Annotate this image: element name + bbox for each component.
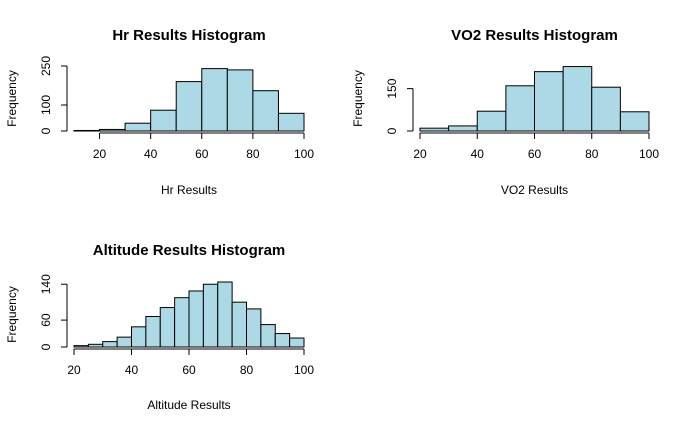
histogram-bar [87, 343, 104, 348]
histogram-bar [102, 341, 118, 348]
histogram-bar [619, 111, 650, 132]
histogram-bar [252, 90, 279, 132]
y-tick-label: 0 [385, 127, 399, 134]
histogram-bar [145, 316, 161, 348]
y-tick-label: 0 [39, 343, 53, 350]
x-tick-label: 40 [144, 147, 158, 161]
histogram-bar [246, 308, 262, 348]
x-tick-label: 80 [246, 147, 260, 161]
x-tick-label: 40 [125, 363, 139, 377]
x-tick-label: 100 [639, 147, 659, 161]
histogram-bar [159, 307, 176, 348]
histogram-bar [73, 345, 89, 348]
histogram-bar [562, 66, 593, 132]
x-tick-label: 20 [93, 147, 107, 161]
x-axis-label: Altitude Results [147, 398, 230, 412]
x-tick-label: 80 [585, 147, 599, 161]
histogram-bar [150, 109, 177, 132]
x-tick-label: 80 [240, 363, 254, 377]
x-tick-label: 60 [528, 147, 542, 161]
y-axis-label: Frequency [351, 70, 365, 127]
histogram-panel-1: Hr Results Histogram 20 40 60 80 100 0 100 250 Hr… [5, 27, 314, 197]
histogram-bar [289, 337, 305, 348]
histogram-bar [116, 336, 132, 348]
y-tick-label: 0 [39, 127, 53, 134]
histogram-bar [131, 326, 147, 348]
x-tick-label: 40 [471, 147, 485, 161]
x-tick-label: 20 [67, 363, 81, 377]
histogram-panel-3: Altitude Results Histogram 20 40 60 80 100 0 60… [5, 242, 314, 412]
chart-title: VO2 Results Histogram [451, 27, 618, 44]
histogram-bar [175, 81, 203, 132]
y-axis-label: Frequency [5, 70, 19, 127]
histogram-bar [534, 71, 564, 132]
histogram-bar [274, 333, 291, 348]
histogram-bar [124, 122, 152, 132]
x-tick-label: 100 [294, 363, 314, 377]
x-axis-label: VO2 Results [501, 183, 568, 197]
histogram-bar [201, 68, 228, 132]
chart-title: Hr Results Histogram [112, 27, 265, 44]
histogram-bar [591, 86, 621, 132]
histogram-bar [73, 129, 101, 132]
y-tick-label: 150 [385, 78, 399, 98]
x-axis-label: Hr Results [161, 183, 217, 197]
histogram-bar [174, 297, 190, 348]
x-tick-label: 100 [294, 147, 314, 161]
x-tick-label: 60 [195, 147, 209, 161]
histogram-bar [226, 69, 254, 132]
histogram-bar [188, 290, 204, 348]
chart-title: Altitude Results Histogram [93, 242, 286, 259]
histogram-bar [202, 283, 219, 348]
histogram-bar [505, 85, 535, 132]
histogram-bar [217, 281, 233, 348]
x-tick-label: 60 [182, 363, 196, 377]
histogram-bar [476, 110, 507, 132]
histogram-bar [99, 128, 126, 132]
histogram-bar [277, 112, 305, 132]
histogram-bar [448, 125, 478, 132]
x-tick-label: 20 [413, 147, 427, 161]
histogram-bar [231, 301, 247, 348]
histogram-bar [260, 324, 276, 348]
y-tick-label: 100 [39, 95, 53, 115]
y-tick-label: 60 [39, 313, 53, 327]
histogram-bar [419, 127, 450, 132]
y-axis-label: Frequency [5, 286, 19, 343]
y-tick-label: 140 [39, 274, 53, 294]
histogram-panel-2: VO2 Results Histogram 20 40 60 80 100 0 150 VO2 … [351, 27, 659, 197]
y-tick-label: 250 [39, 56, 53, 76]
